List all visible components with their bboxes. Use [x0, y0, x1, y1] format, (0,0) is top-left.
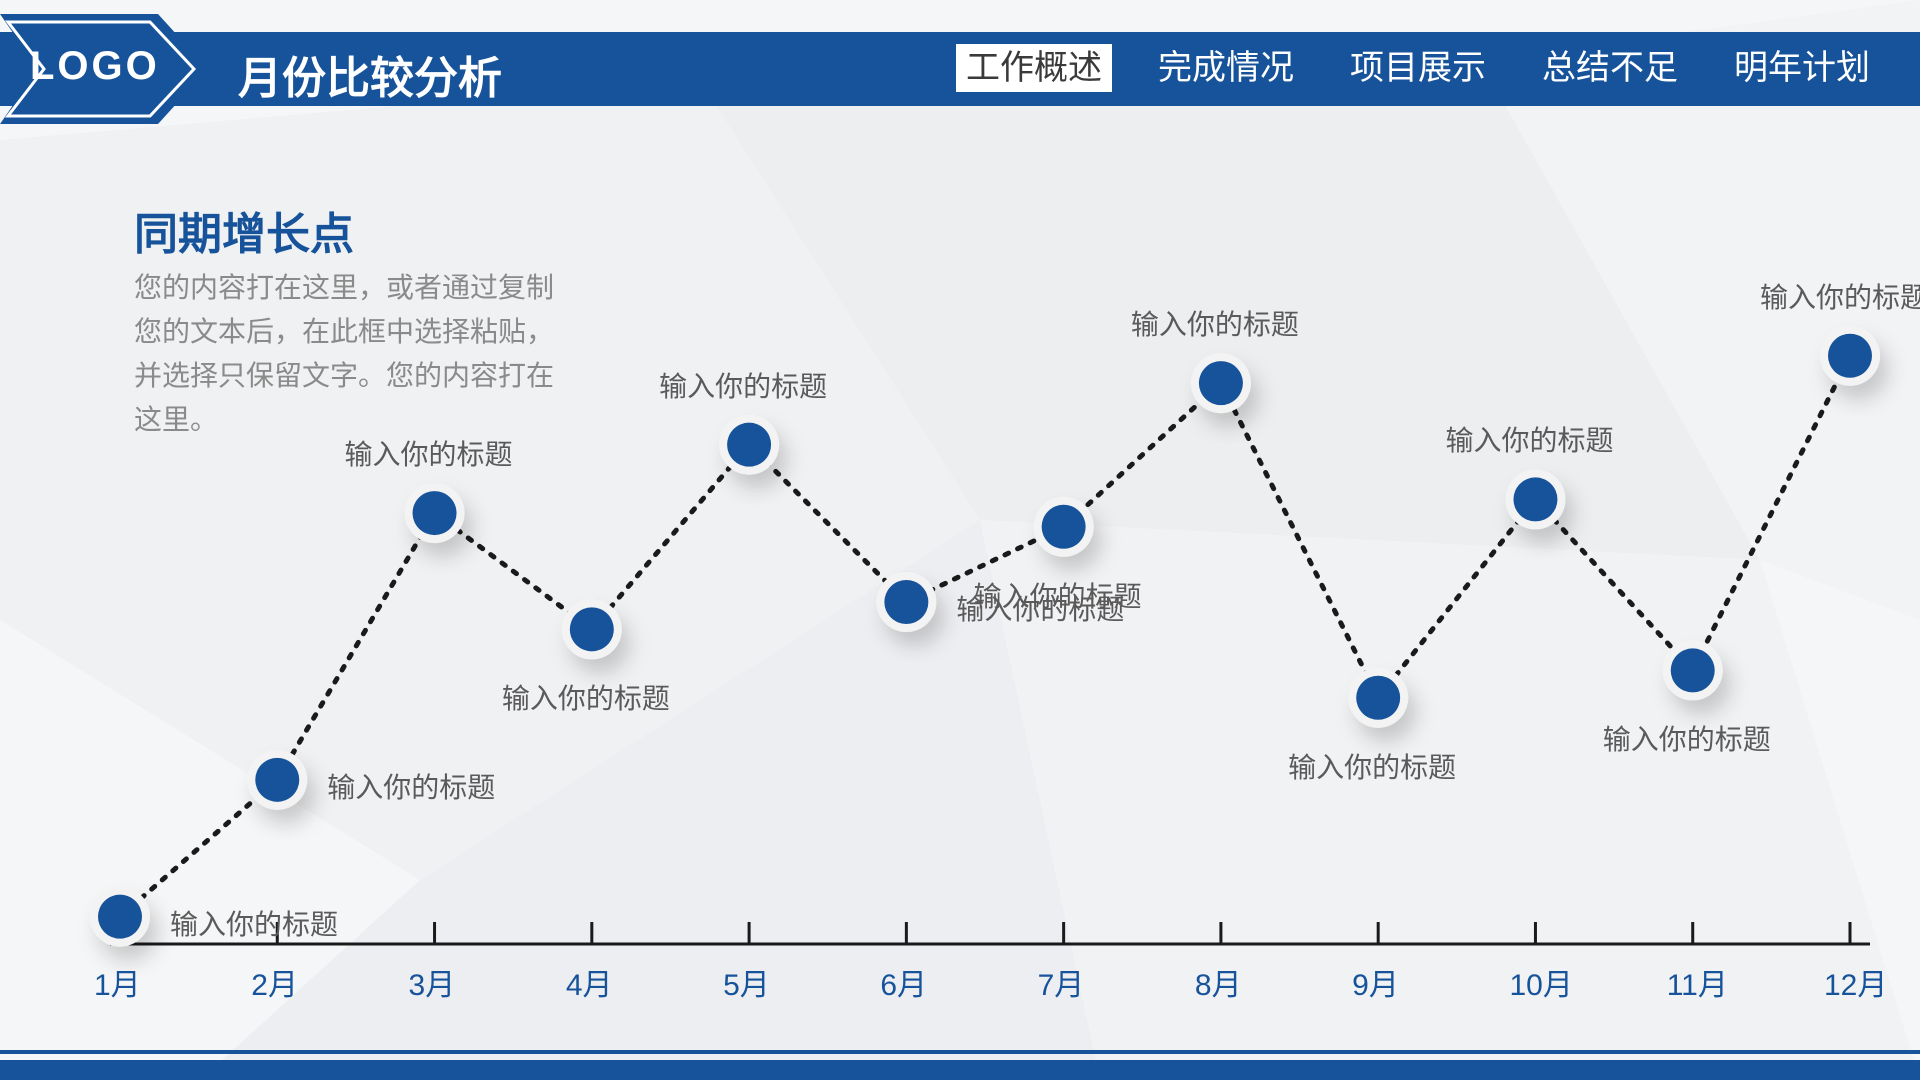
- section-title: 同期增长点: [134, 198, 354, 262]
- point-label-0: 输入你的标题: [170, 903, 338, 943]
- point-label-10: 输入你的标题: [1603, 718, 1771, 758]
- nav: 工作概述完成情况项目展示总结不足明年计划: [956, 44, 1880, 92]
- axis-label-11: 12月: [1824, 960, 1887, 1004]
- nav-item-2[interactable]: 项目展示: [1340, 44, 1496, 92]
- point-label-3: 输入你的标题: [502, 677, 670, 717]
- section-body: 您的内容打在这里，或者通过复制您的文本后，在此框中选择粘贴，并选择只保留文字。您…: [134, 266, 574, 442]
- logo: LOGO: [30, 44, 160, 89]
- axis-label-3: 4月: [566, 960, 613, 1004]
- axis-label-5: 6月: [880, 960, 927, 1004]
- axis-label-8: 9月: [1352, 960, 1399, 1004]
- axis-label-1: 2月: [251, 960, 298, 1004]
- point-label-2: 输入你的标题: [345, 433, 513, 473]
- axis-label-0: 1月: [94, 960, 141, 1004]
- nav-item-0[interactable]: 工作概述: [956, 44, 1112, 92]
- point-label-1: 输入你的标题: [327, 766, 495, 806]
- axis-label-2: 3月: [409, 960, 456, 1004]
- nav-item-3[interactable]: 总结不足: [1532, 44, 1688, 92]
- point-label-6: 输入你的标题: [974, 575, 1142, 615]
- point-label-9: 输入你的标题: [1445, 419, 1613, 459]
- point-label-4: 输入你的标题: [659, 365, 827, 405]
- point-label-11: 输入你的标题: [1760, 276, 1920, 316]
- axis-label-6: 7月: [1038, 960, 1085, 1004]
- point-label-8: 输入你的标题: [1288, 746, 1456, 786]
- axis-label-10: 11月: [1667, 960, 1728, 1004]
- page-title: 月份比较分析: [238, 42, 502, 106]
- axis-label-4: 5月: [723, 960, 770, 1004]
- nav-item-4[interactable]: 明年计划: [1724, 44, 1880, 92]
- axis-label-9: 10月: [1509, 960, 1572, 1004]
- nav-item-1[interactable]: 完成情况: [1148, 44, 1304, 92]
- slide: LOGO 月份比较分析 工作概述完成情况项目展示总结不足明年计划同期增长点您的内容打…: [0, 0, 1920, 1080]
- axis-label-7: 8月: [1195, 960, 1242, 1004]
- point-label-7: 输入你的标题: [1131, 303, 1299, 343]
